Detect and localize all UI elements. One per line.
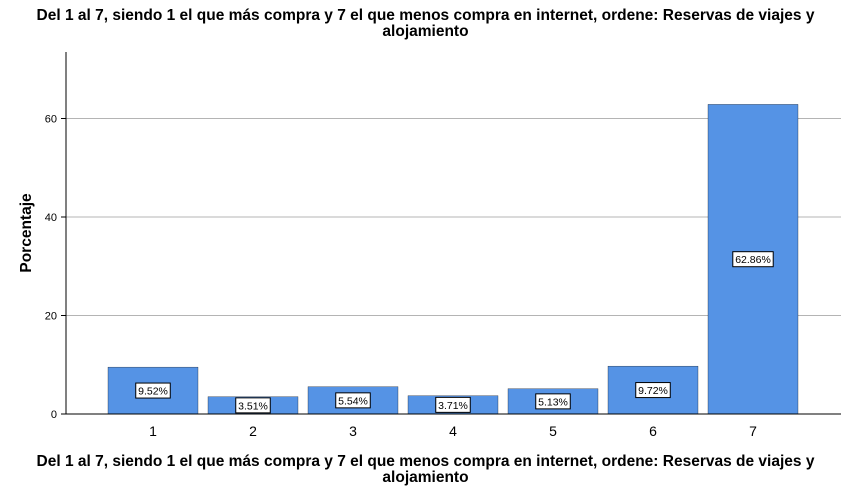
y-tick-label-40: 40 (45, 212, 57, 224)
data-label-3: 5.54% (338, 395, 368, 407)
bars (107, 104, 799, 415)
data-label-7: 62.86% (735, 254, 771, 266)
data-label-6: 9.72% (638, 385, 668, 397)
data-label-box-1 (135, 382, 171, 399)
y-axis-label: Porcentaje (18, 193, 35, 273)
data-label-2: 3.51% (238, 400, 268, 412)
y-tick-label-20: 20 (45, 310, 57, 322)
axes (65, 52, 841, 415)
x-tick-label-2: 2 (249, 423, 257, 439)
y-tick-label-60: 60 (45, 113, 57, 125)
data-label-box-4 (435, 396, 471, 413)
y-ticks: 0 20 40 60 (45, 113, 66, 421)
y-tick-label-0: 0 (51, 409, 57, 421)
x-ticks: 1 2 3 4 5 6 7 (149, 423, 757, 439)
data-label-box-5 (535, 393, 571, 410)
x-tick-label-3: 3 (349, 423, 357, 439)
x-tick-label-6: 6 (649, 423, 657, 439)
chart-title: Del 1 al 7, siendo 1 el que más compra y… (36, 7, 815, 40)
x-tick-label-5: 5 (549, 423, 557, 439)
x-tick-label-1: 1 (149, 423, 157, 439)
data-label-5: 5.13% (538, 396, 568, 408)
data-label-box-2 (235, 397, 271, 414)
data-label-box-3 (335, 392, 371, 409)
x-axis-label: Del 1 al 7, siendo 1 el que más compra y… (36, 453, 815, 486)
data-label-box-7 (732, 251, 774, 268)
x-tick-label-4: 4 (449, 423, 457, 439)
data-label-4: 3.71% (438, 400, 468, 412)
data-label-1: 9.52% (138, 386, 168, 398)
x-tick-label-7: 7 (749, 423, 757, 439)
data-label-box-6 (635, 382, 671, 399)
data-labels: 9.52% 3.51% 5.54% 3.71% 5.13% 9.72% 62.86% (135, 251, 774, 414)
